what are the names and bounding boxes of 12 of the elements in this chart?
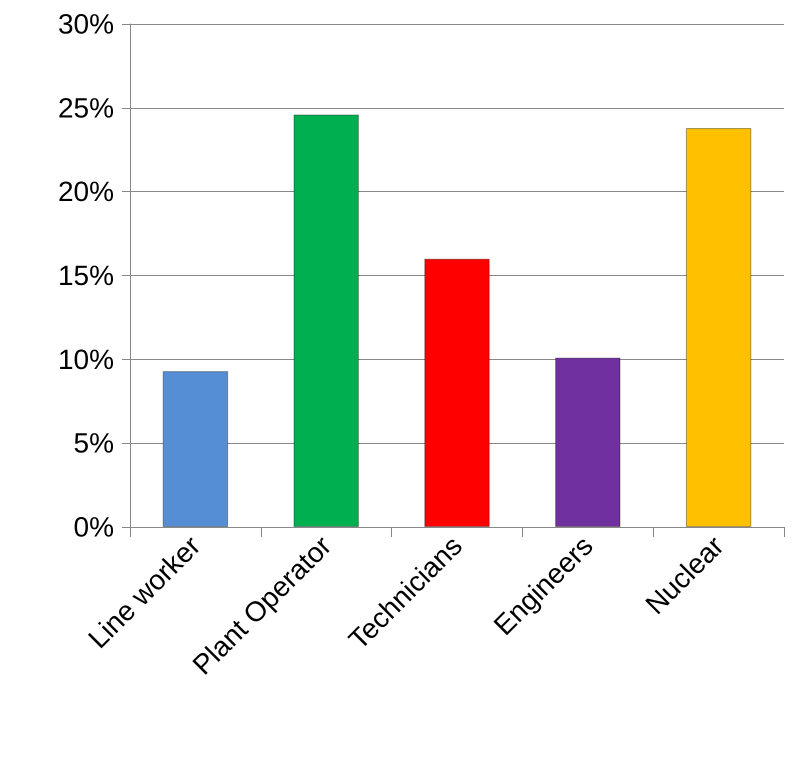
y-tick-label: 15% bbox=[58, 260, 114, 291]
bar bbox=[424, 258, 490, 527]
y-tick-label: 25% bbox=[58, 92, 114, 124]
bar bbox=[162, 371, 228, 527]
bar bbox=[555, 358, 620, 527]
y-tick-label: 0% bbox=[74, 512, 114, 542]
y-tick-label: 10% bbox=[58, 344, 114, 375]
y-tick-label: 30% bbox=[58, 8, 114, 40]
bar bbox=[294, 114, 359, 527]
y-tick-label: 5% bbox=[74, 428, 114, 459]
bar bbox=[686, 128, 752, 527]
y-tick-label: 20% bbox=[58, 176, 114, 208]
